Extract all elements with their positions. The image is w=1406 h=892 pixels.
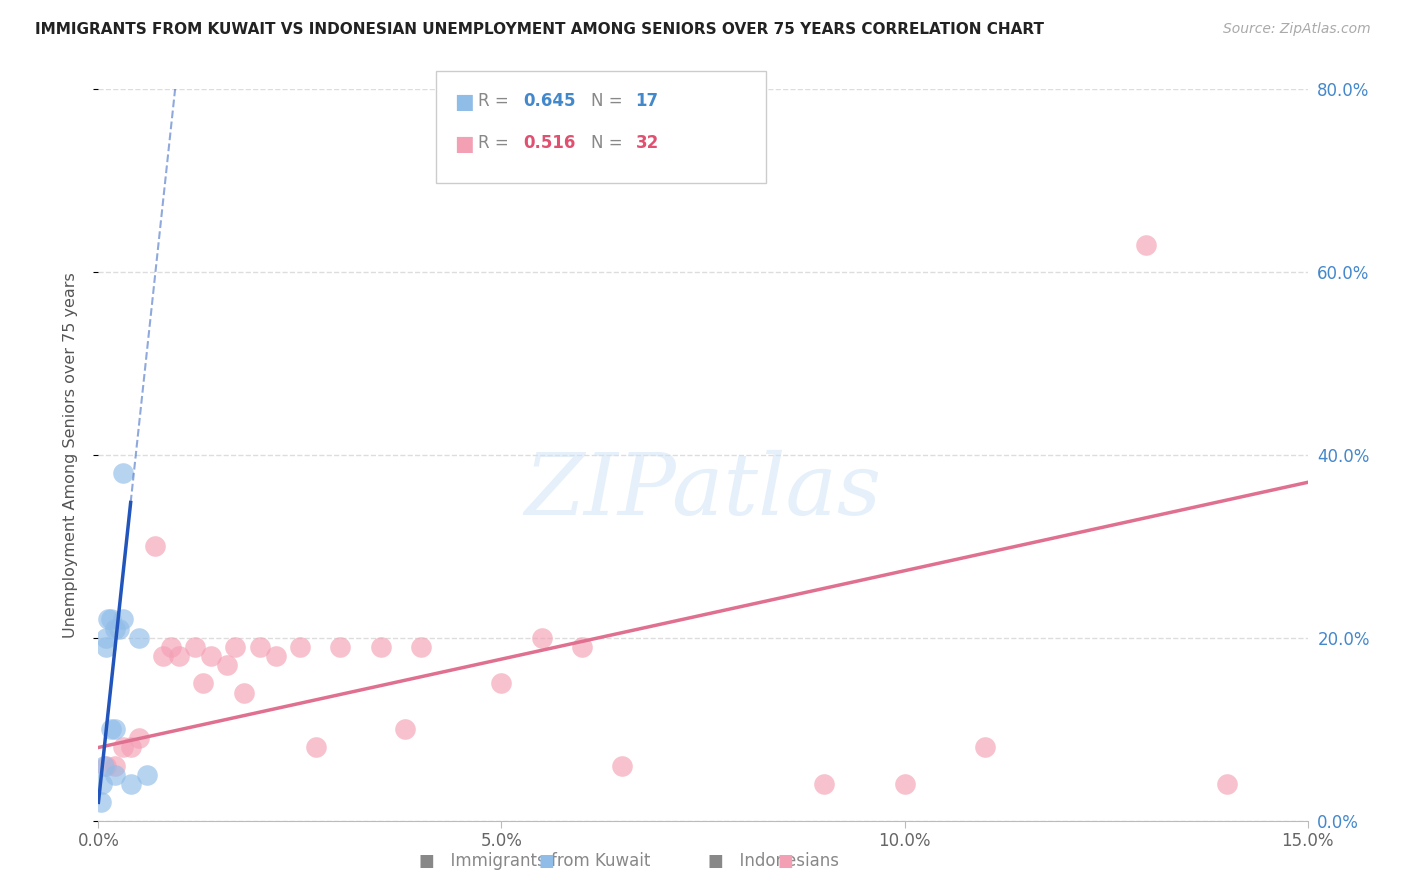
Text: ■: ■	[454, 92, 474, 112]
Text: N =: N =	[591, 92, 627, 110]
Text: 0.516: 0.516	[523, 134, 575, 152]
Point	[409, 640, 432, 654]
Point	[103, 723, 125, 737]
Text: IMMIGRANTS FROM KUWAIT VS INDONESIAN UNEMPLOYMENT AMONG SENIORS OVER 75 YEARS CO: IMMIGRANTS FROM KUWAIT VS INDONESIAN UNE…	[35, 22, 1045, 37]
Point	[167, 649, 190, 664]
Point	[96, 631, 118, 645]
Text: ■   Indonesians: ■ Indonesians	[707, 852, 839, 870]
Text: Source: ZipAtlas.com: Source: ZipAtlas.com	[1223, 22, 1371, 37]
Point	[160, 640, 183, 654]
Point	[1216, 777, 1239, 791]
Point	[264, 649, 287, 664]
Point	[103, 768, 125, 782]
Point	[305, 740, 328, 755]
Point	[120, 777, 142, 791]
Point	[91, 777, 114, 791]
Point	[491, 676, 513, 690]
Point	[111, 740, 134, 755]
Point	[974, 740, 997, 755]
Point	[288, 640, 311, 654]
Point	[249, 640, 271, 654]
Point	[193, 676, 215, 690]
Point	[394, 723, 416, 737]
Point	[107, 622, 129, 636]
Point	[96, 758, 118, 772]
Point	[143, 539, 166, 553]
Point	[111, 466, 134, 480]
Point	[96, 640, 118, 654]
Point	[217, 658, 239, 673]
Text: ■: ■	[778, 852, 793, 870]
Point	[97, 613, 120, 627]
Point	[184, 640, 207, 654]
Text: ■: ■	[538, 852, 554, 870]
Point	[530, 631, 553, 645]
Text: ■   Immigrants from Kuwait: ■ Immigrants from Kuwait	[419, 852, 650, 870]
Point	[135, 768, 157, 782]
Point	[120, 740, 142, 755]
Point	[1135, 237, 1157, 252]
Point	[893, 777, 915, 791]
Y-axis label: Unemployment Among Seniors over 75 years: Unemployment Among Seniors over 75 years	[63, 272, 77, 638]
Point	[103, 758, 125, 772]
Point	[224, 640, 246, 654]
Point	[100, 613, 122, 627]
Text: R =: R =	[478, 134, 515, 152]
Text: 32: 32	[636, 134, 659, 152]
Point	[232, 686, 254, 700]
Text: ■: ■	[454, 134, 474, 153]
Point	[128, 631, 150, 645]
Point	[329, 640, 352, 654]
Point	[612, 758, 634, 772]
Text: 17: 17	[636, 92, 658, 110]
Point	[200, 649, 222, 664]
Text: N =: N =	[591, 134, 627, 152]
Point	[111, 613, 134, 627]
Point	[93, 758, 115, 772]
Point	[90, 796, 112, 810]
Text: R =: R =	[478, 92, 515, 110]
Point	[128, 731, 150, 746]
Point	[813, 777, 835, 791]
Point	[100, 723, 122, 737]
Point	[571, 640, 593, 654]
Point	[370, 640, 392, 654]
Text: 0.645: 0.645	[523, 92, 575, 110]
Text: ZIPatlas: ZIPatlas	[524, 450, 882, 533]
Point	[103, 622, 125, 636]
Point	[152, 649, 174, 664]
